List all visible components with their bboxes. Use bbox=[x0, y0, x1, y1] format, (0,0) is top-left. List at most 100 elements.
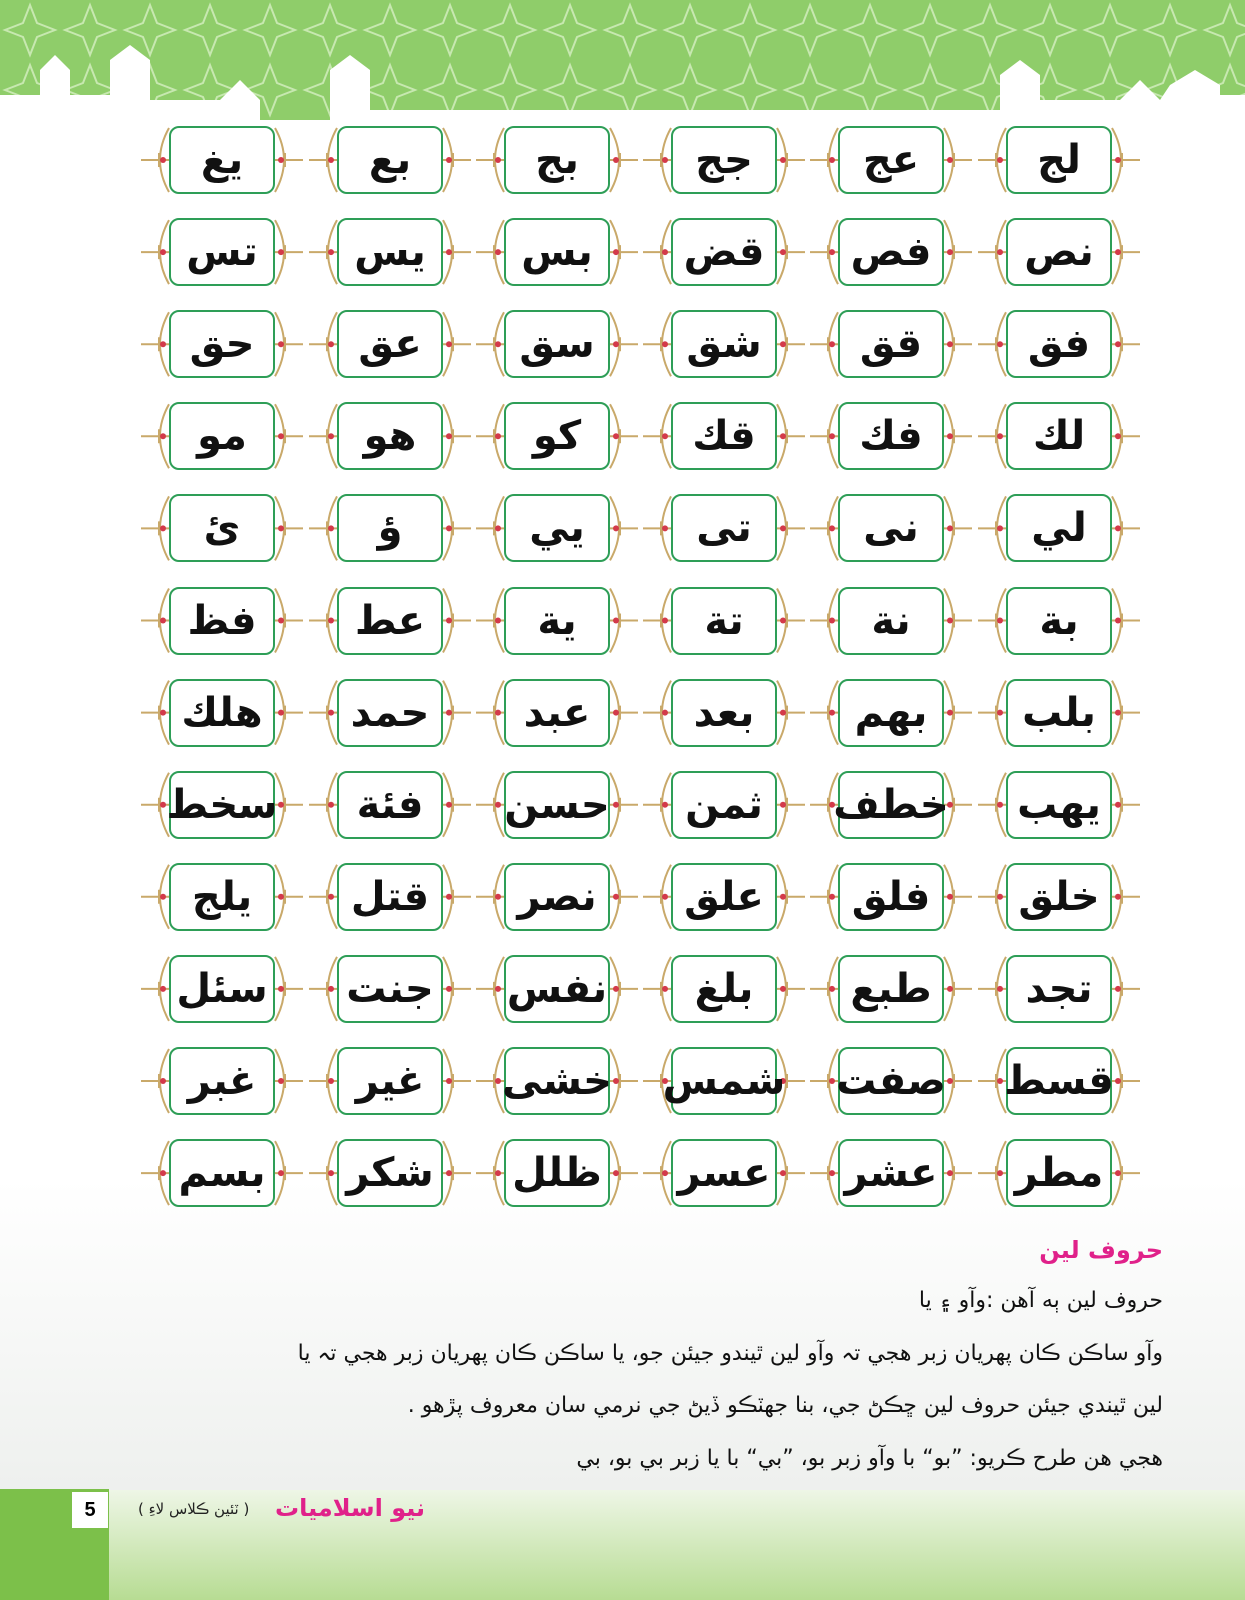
letter-card: ية bbox=[504, 586, 610, 655]
ornament-dot bbox=[278, 1078, 284, 1084]
letter-card: نص bbox=[1006, 218, 1112, 287]
letter-card: تجد bbox=[1006, 954, 1112, 1023]
ornament-dot bbox=[160, 1170, 166, 1177]
ornament-dot bbox=[1115, 985, 1121, 992]
ornament-dot bbox=[947, 617, 953, 624]
ornament-dot bbox=[160, 985, 166, 992]
letter-card: تس bbox=[169, 218, 275, 287]
ornament-dot bbox=[947, 249, 953, 256]
letter-card: عشر bbox=[838, 1139, 944, 1208]
ornament-dot bbox=[160, 801, 166, 808]
ornament-dot bbox=[328, 433, 334, 440]
letter-card: يلج bbox=[169, 862, 275, 931]
ornament-dot bbox=[997, 709, 1003, 716]
ornament-dot bbox=[278, 157, 284, 163]
ornament-dot bbox=[829, 433, 835, 440]
ornament-dot bbox=[829, 617, 835, 624]
letter-card: عبد bbox=[504, 678, 610, 747]
ornament-dot bbox=[160, 433, 166, 440]
ornament-dot bbox=[829, 157, 835, 163]
letter-card: خطف bbox=[833, 770, 949, 839]
letter-card: فك bbox=[838, 402, 944, 471]
letter-card: حق bbox=[169, 310, 275, 379]
ornament-dot bbox=[780, 1078, 786, 1084]
ornament-dot bbox=[1115, 249, 1121, 256]
ornament-dot bbox=[829, 801, 835, 808]
letter-card: سئل bbox=[169, 954, 275, 1023]
ornament-dot bbox=[495, 341, 501, 348]
ornament-dot bbox=[446, 801, 452, 808]
ornament-dot bbox=[662, 249, 668, 256]
ornament-dot bbox=[328, 341, 334, 348]
ornament-dot bbox=[446, 157, 452, 163]
letter-card: هلك bbox=[169, 678, 275, 747]
ornament-dot bbox=[780, 617, 786, 624]
letter-card: تة bbox=[671, 586, 777, 655]
ornament-dot bbox=[997, 617, 1003, 624]
ornament-dot bbox=[328, 801, 334, 808]
letter-card: سخط bbox=[167, 770, 278, 839]
letter-card: ثمن bbox=[671, 770, 777, 839]
ornament-dot bbox=[328, 249, 334, 256]
ornament-dot bbox=[613, 341, 619, 348]
letter-card: نفس bbox=[504, 954, 610, 1023]
body-line: وآو ساڪن ڪان پهريان زبر هجي تہ وآو لين ٿ… bbox=[297, 1340, 1163, 1366]
ornament-dot bbox=[780, 985, 786, 992]
ornament-dot bbox=[495, 1078, 501, 1084]
letter-card: مو bbox=[169, 402, 275, 471]
letter-card: فئة bbox=[337, 770, 443, 839]
ornament-dot bbox=[328, 525, 334, 532]
ornament-dot bbox=[780, 801, 786, 808]
ornament-dot bbox=[1115, 433, 1121, 440]
ornament-dot bbox=[829, 709, 835, 716]
ornament-dot bbox=[160, 893, 166, 900]
ornament-dot bbox=[160, 525, 166, 532]
ornament-dot bbox=[613, 157, 619, 163]
ornament-dot bbox=[829, 985, 835, 992]
ornament-dot bbox=[997, 801, 1003, 808]
letter-card: عج bbox=[838, 126, 944, 194]
ornament-dot bbox=[997, 249, 1003, 256]
letter-card: بج bbox=[504, 126, 610, 194]
ornament-dot bbox=[278, 525, 284, 532]
ornament-dot bbox=[278, 617, 284, 624]
ornament-dot bbox=[446, 985, 452, 992]
ornament-dot bbox=[662, 157, 668, 163]
letter-card: فلق bbox=[838, 862, 944, 931]
letter-card: جنت bbox=[337, 954, 443, 1023]
ornament-dot bbox=[997, 157, 1003, 163]
ornament-dot bbox=[1115, 1170, 1121, 1177]
ornament-dot bbox=[495, 801, 501, 808]
ornament-dot bbox=[495, 249, 501, 256]
ornament-dot bbox=[613, 893, 619, 900]
ornament-dot bbox=[160, 709, 166, 716]
letter-card: عق bbox=[337, 310, 443, 379]
letter-card: عط bbox=[337, 586, 443, 655]
letter-card: علق bbox=[671, 862, 777, 931]
ornament-dot bbox=[662, 709, 668, 716]
ornament-dot bbox=[495, 617, 501, 624]
letter-card: بسم bbox=[169, 1139, 275, 1208]
ornament-dot bbox=[613, 525, 619, 532]
letter-card: بلب bbox=[1006, 678, 1112, 747]
ornament-dot bbox=[1115, 801, 1121, 808]
ornament-dot bbox=[278, 341, 284, 348]
page-number: 5 bbox=[72, 1492, 108, 1528]
ornament-dot bbox=[947, 525, 953, 532]
ornament-dot bbox=[662, 433, 668, 440]
ornament-dot bbox=[495, 709, 501, 716]
ornament-dot bbox=[160, 157, 166, 163]
ornament-dot bbox=[997, 893, 1003, 900]
ornament-dot bbox=[829, 341, 835, 348]
letter-card: خلق bbox=[1006, 862, 1112, 931]
letter-card: لك bbox=[1006, 402, 1112, 471]
ornament-dot bbox=[662, 525, 668, 532]
letter-card: ئ bbox=[169, 494, 275, 563]
ornament-dot bbox=[495, 893, 501, 900]
ornament-dot bbox=[947, 341, 953, 348]
letter-card: شكر bbox=[337, 1139, 443, 1208]
body-line: هجي هن طرح ڪريو: ”بو“ با وآو زبر بو، ”بي… bbox=[576, 1445, 1163, 1471]
letter-card: قسط bbox=[1004, 1047, 1114, 1115]
letter-card: فق bbox=[1006, 310, 1112, 379]
ornament-dot bbox=[446, 893, 452, 900]
